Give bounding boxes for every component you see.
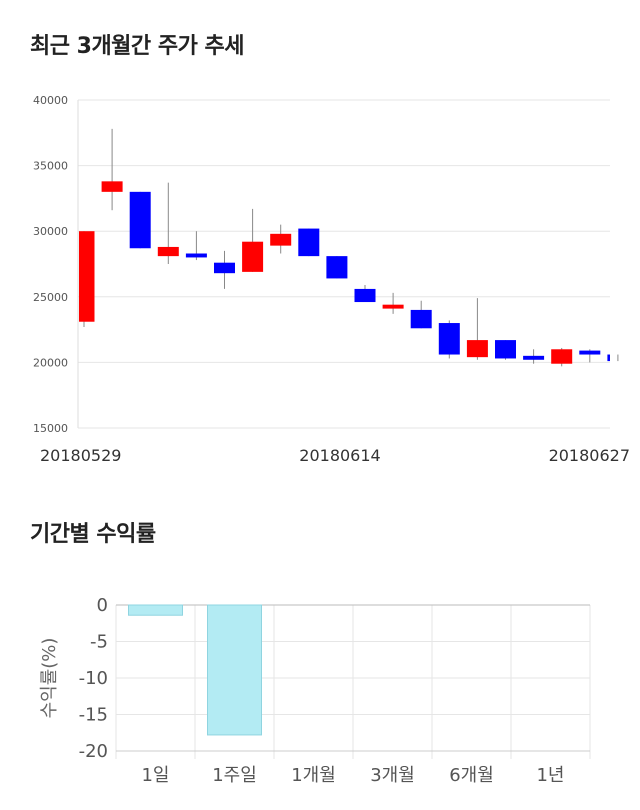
candle-body — [298, 228, 320, 257]
candle-body — [607, 354, 610, 362]
x-tick-label: 20180529 — [40, 446, 121, 465]
x-tick-label: 6개월 — [449, 765, 494, 786]
y-tick-label: -10 — [79, 668, 108, 689]
candle-body — [354, 288, 376, 303]
y-tick-label: 15000 — [33, 422, 68, 435]
y-tick-label: 40000 — [33, 94, 68, 107]
candle-body — [326, 256, 348, 279]
y-tick-label: 20000 — [33, 356, 68, 369]
y-tick-label: -20 — [79, 741, 108, 762]
x-tick-label: 1년 — [536, 765, 564, 786]
candle-body — [579, 350, 601, 355]
candle-body — [382, 304, 404, 309]
return-bar — [207, 604, 262, 736]
x-tick-label: 1개월 — [291, 765, 336, 786]
candle-body — [551, 349, 573, 364]
candle-body — [79, 231, 95, 322]
x-tick-label: 3개월 — [370, 765, 415, 786]
candle-body — [495, 340, 516, 359]
candle-body — [466, 340, 488, 358]
price-trend-title: 최근 3개월간 주가 추세 — [30, 34, 244, 59]
candle-body — [185, 253, 207, 258]
x-tick-label: 20180627 — [549, 446, 630, 465]
candle-body — [214, 262, 235, 274]
candlestick-chart: 40000 35000 30000 25000 20000 15000 20180529 20… — [33, 94, 630, 465]
y-tick-label: -5 — [90, 632, 108, 653]
x-tick-label: 1주일 — [212, 765, 257, 786]
candle-body — [101, 181, 123, 192]
returns-title: 기간별 수익률 — [30, 522, 156, 547]
candle-body — [129, 191, 151, 249]
x-tick-label: 1일 — [141, 765, 169, 786]
y-tick-label: -15 — [79, 705, 108, 726]
candle-body — [270, 233, 292, 246]
x-tick-label: 20180614 — [299, 446, 380, 465]
return-bar — [128, 604, 183, 616]
y-tick-label: 0 — [97, 595, 108, 616]
candle-body — [157, 246, 179, 257]
y-tick-label: 35000 — [33, 160, 68, 173]
candle-body — [438, 323, 460, 355]
y-tick-label: 25000 — [33, 291, 68, 304]
candle-body — [523, 355, 545, 360]
y-axis-label: 수익률(%) — [39, 638, 60, 719]
y-tick-label: 30000 — [33, 225, 68, 238]
candle-body — [410, 309, 432, 329]
candle-body — [242, 241, 264, 272]
